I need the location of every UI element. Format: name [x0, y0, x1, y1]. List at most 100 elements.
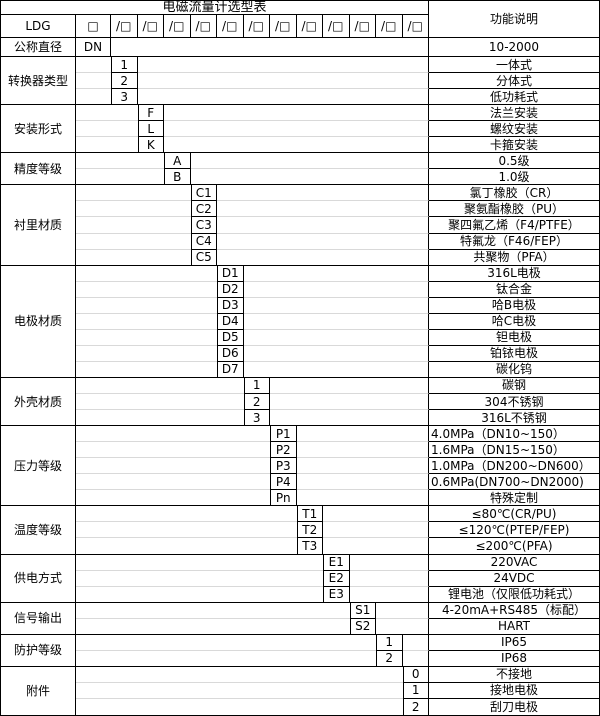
- option-code-cell: D2: [217, 281, 244, 298]
- spacer-cell: [76, 394, 244, 411]
- option-description-cell: 锂电池（仅限低功耗式）: [429, 587, 599, 603]
- spacer-cell: [76, 250, 191, 266]
- option-code-cell: DN: [76, 38, 111, 57]
- spacer-cell: [296, 458, 429, 475]
- spacer-cell: [76, 699, 403, 715]
- spacer-cell: [76, 410, 244, 427]
- option-description-cell: 共聚物（PFA）: [429, 250, 599, 266]
- option-code-cell: C2: [190, 201, 217, 218]
- spacer-cell: [76, 635, 376, 651]
- section-label: 供电方式: [1, 554, 76, 603]
- spacer-cell: [402, 634, 429, 651]
- option-code-cell: 0: [402, 666, 429, 683]
- option-code-cell: E3: [323, 586, 350, 603]
- spacer-cell: [76, 121, 138, 138]
- model-slot-box: /□: [323, 15, 350, 38]
- model-slot-box: /□: [349, 15, 376, 38]
- option-code-cell: D6: [217, 345, 244, 362]
- model-slot-box: /□: [190, 15, 217, 38]
- spacer-cell: [76, 73, 111, 90]
- spacer-cell: [296, 474, 429, 491]
- option-description-cell: ≤200℃(PFA): [429, 538, 599, 555]
- option-description-cell: 接地电极: [429, 683, 599, 699]
- spacer-cell: [76, 555, 323, 571]
- spacer-cell: [76, 506, 297, 523]
- section-label: 安装形式: [1, 105, 76, 154]
- spacer-cell: [76, 201, 191, 218]
- option-code-cell: C1: [190, 185, 217, 202]
- spacer-cell: [217, 233, 429, 250]
- section-label: 附件: [1, 666, 76, 715]
- option-description-cell: 哈C电极: [429, 314, 599, 330]
- function-column-header: 功能说明: [429, 1, 599, 38]
- spacer-cell: [270, 410, 429, 427]
- table-title: 电磁流量计选型表: [1, 1, 429, 15]
- section-label: 外壳材质: [1, 377, 76, 427]
- option-description-cell: HART: [429, 619, 599, 635]
- spacer-cell: [137, 57, 429, 74]
- spacer-cell: [137, 73, 429, 90]
- model-slot-box: /□: [164, 15, 191, 38]
- section-label: 电极材质: [1, 265, 76, 378]
- option-code-cell: Pn: [270, 490, 297, 507]
- option-code-cell: P1: [270, 426, 297, 443]
- spacer-cell: [76, 185, 191, 202]
- spacer-cell: [76, 217, 191, 234]
- option-code-cell: C4: [190, 233, 217, 250]
- spacer-cell: [76, 378, 244, 395]
- section-label: 衬里材质: [1, 185, 76, 266]
- option-description-cell: 低功耗式: [429, 89, 599, 106]
- spacer-cell: [76, 683, 403, 699]
- option-code-cell: 1: [111, 57, 138, 74]
- option-description-cell: IP65: [429, 635, 599, 651]
- spacer-cell: [76, 169, 164, 186]
- option-description-cell: 铂铱电极: [429, 346, 599, 362]
- spacer-cell: [243, 345, 429, 362]
- option-code-cell: K: [137, 137, 164, 154]
- option-code-cell: 1: [243, 377, 270, 395]
- option-description-cell: ≤80℃(CR/PU): [429, 506, 599, 523]
- spacer-cell: [217, 185, 429, 202]
- model-prefix-label: LDG: [1, 15, 76, 38]
- option-description-cell: 4.0MPa（DN10~150）: [429, 426, 599, 443]
- option-code-cell: P3: [270, 458, 297, 475]
- spacer-cell: [402, 650, 429, 667]
- spacer-cell: [76, 266, 217, 282]
- option-description-cell: 4-20mA+RS485（标配）: [429, 603, 599, 619]
- spacer-cell: [349, 554, 429, 571]
- option-code-cell: 2: [111, 73, 138, 90]
- spacer-cell: [76, 362, 217, 378]
- option-description-cell: 10-2000: [429, 38, 599, 57]
- section-label: 信号输出: [1, 602, 76, 635]
- spacer-cell: [164, 137, 429, 154]
- spacer-cell: [190, 153, 429, 170]
- spacer-cell: [217, 249, 429, 266]
- spacer-cell: [164, 105, 429, 122]
- spacer-cell: [76, 330, 217, 346]
- spacer-cell: [137, 89, 429, 106]
- spacer-cell: [243, 297, 429, 314]
- option-description-cell: 1.6MPa（DN15~150）: [429, 442, 599, 459]
- option-description-cell: 316L不锈钢: [429, 410, 599, 427]
- spacer-cell: [349, 570, 429, 587]
- option-code-cell: C3: [190, 217, 217, 234]
- option-description-cell: 220VAC: [429, 555, 599, 571]
- spacer-cell: [296, 442, 429, 459]
- option-description-cell: 刮刀电极: [489, 699, 538, 714]
- spacer-cell: [76, 651, 376, 667]
- spacer-cell: [76, 282, 217, 298]
- option-description-cell: 聚氨酯橡胶（PU）: [429, 201, 599, 218]
- spacer-cell: [217, 217, 429, 234]
- spacer-cell: [296, 426, 429, 443]
- model-slot-box: /□: [111, 15, 138, 38]
- spacer-cell: [76, 619, 350, 635]
- option-description-cell: 分体式: [429, 73, 599, 90]
- option-description-cell: 氯丁橡胶（CR）: [429, 185, 599, 202]
- spacer-cell: [76, 538, 297, 555]
- option-code-cell: D5: [217, 329, 244, 346]
- spacer-cell: [76, 667, 403, 683]
- option-code-cell: D3: [217, 297, 244, 314]
- option-description-cell: IP68: [429, 651, 599, 667]
- option-description-cell: 钽电极: [429, 330, 599, 346]
